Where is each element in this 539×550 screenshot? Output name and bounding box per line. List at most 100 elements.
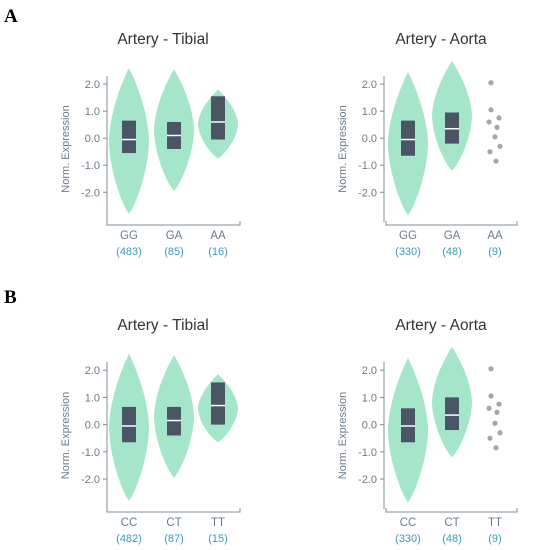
category-aa: AA (16) xyxy=(198,89,238,258)
data-point xyxy=(488,393,494,399)
y-tick-label: -2.0 xyxy=(358,187,377,199)
category-label: CT xyxy=(444,517,459,529)
sample-count: (15) xyxy=(208,533,228,545)
y-tick-label: 2.0 xyxy=(362,79,377,91)
y-tick-label: -1.0 xyxy=(81,160,100,172)
sample-count: (330) xyxy=(395,246,421,258)
y-tick-label: -2.0 xyxy=(358,474,377,486)
y-tick-label: -1.0 xyxy=(81,447,100,459)
y-tick-label: -1.0 xyxy=(358,160,377,172)
data-point xyxy=(493,158,499,164)
y-tick-label: 2.0 xyxy=(362,365,377,377)
y-axis-title: Norm. Expression xyxy=(60,392,72,479)
category-label: CC xyxy=(400,517,417,529)
y-tick-label: 1.0 xyxy=(85,392,100,404)
category-ga: GA (48) xyxy=(432,61,472,258)
sample-count: (9) xyxy=(488,246,501,258)
panel-label-b: B xyxy=(4,287,17,308)
sample-count: (16) xyxy=(208,246,228,258)
category-tt: TT (15) xyxy=(198,374,238,545)
data-point xyxy=(487,435,493,441)
data-point xyxy=(487,149,493,155)
data-point xyxy=(496,401,502,407)
y-tick-label: 1.0 xyxy=(362,106,377,118)
category-cc: CC (330) xyxy=(388,357,428,545)
chart-title: Artery - Tibial xyxy=(117,317,208,334)
category-label: AA xyxy=(487,230,503,242)
iqr-box xyxy=(122,120,136,154)
panel-label-a: A xyxy=(4,6,18,27)
iqr-box xyxy=(122,406,136,443)
sample-count: (483) xyxy=(116,246,142,258)
x-axis-line xyxy=(385,221,518,226)
x-axis-line xyxy=(106,221,241,226)
x-axis-line xyxy=(385,508,518,513)
iqr-box xyxy=(211,96,225,140)
sample-count: (330) xyxy=(395,533,421,545)
sample-count: (482) xyxy=(116,533,142,545)
category-label: GG xyxy=(120,230,138,242)
y-axis-title: Norm. Expression xyxy=(337,392,349,479)
chart-3: Artery - Aorta Norm. Expression 2.0 1.0 0.0 -… xyxy=(337,317,518,545)
y-axis-title: Norm. Expression xyxy=(337,105,349,192)
chart-title: Artery - Aorta xyxy=(395,31,487,48)
y-tick-label: -2.0 xyxy=(81,187,100,199)
category-label: TT xyxy=(488,517,502,529)
category-label: AA xyxy=(210,230,226,242)
sample-count: (85) xyxy=(164,246,184,258)
y-tick-label: 1.0 xyxy=(85,106,100,118)
data-point xyxy=(494,409,500,415)
sample-count: (48) xyxy=(442,246,462,258)
category-label: TT xyxy=(211,517,225,529)
category-aa: AA (9) xyxy=(486,80,503,258)
y-axis-title: Norm. Expression xyxy=(60,105,72,192)
category-label: GA xyxy=(444,230,461,242)
data-point xyxy=(492,134,498,140)
chart-title: Artery - Tibial xyxy=(117,31,208,48)
iqr-box xyxy=(211,382,225,425)
category-tt: TT (9) xyxy=(486,366,503,545)
sample-count: (87) xyxy=(164,533,184,545)
x-axis-line xyxy=(106,508,241,513)
category-cc: CC (482) xyxy=(109,353,149,545)
y-tick-label: -2.0 xyxy=(81,474,100,486)
data-point xyxy=(486,405,492,411)
data-point xyxy=(488,366,494,372)
data-point xyxy=(494,124,500,130)
category-label: CT xyxy=(166,517,181,529)
data-point xyxy=(492,420,498,426)
chart-0: Artery - Tibial Norm. Expression 2.0 1.0 0.0… xyxy=(60,31,241,258)
data-point xyxy=(488,80,494,86)
y-tick-label: 2.0 xyxy=(85,79,100,91)
iqr-box xyxy=(401,120,415,156)
y-tick-label: 0.0 xyxy=(362,420,377,432)
y-tick-label: 0.0 xyxy=(85,420,100,432)
y-tick-label: 2.0 xyxy=(85,365,100,377)
data-point xyxy=(493,445,499,451)
charts-group: Artery - Tibial Norm. Expression 2.0 1.0 0.0… xyxy=(60,31,518,545)
y-tick-label: 0.0 xyxy=(85,133,100,145)
category-ct: CT (48) xyxy=(432,347,472,545)
y-tick-label: -1.0 xyxy=(358,447,377,459)
category-label: GG xyxy=(399,230,417,242)
category-ct: CT (87) xyxy=(154,355,194,545)
chart-title: Artery - Aorta xyxy=(395,317,487,334)
data-point xyxy=(488,107,494,113)
data-point xyxy=(497,430,503,436)
y-tick-label: 0.0 xyxy=(362,133,377,145)
category-label: CC xyxy=(121,517,138,529)
category-gg: GG (483) xyxy=(109,67,149,258)
data-point xyxy=(486,119,492,125)
sample-count: (48) xyxy=(442,533,462,545)
sample-count: (9) xyxy=(488,533,501,545)
chart-1: Artery - Aorta Norm. Expression 2.0 1.0 0.0 -… xyxy=(337,31,518,258)
y-tick-label: 1.0 xyxy=(362,392,377,404)
category-label: GA xyxy=(166,230,183,242)
data-point xyxy=(497,143,503,149)
chart-2: Artery - Tibial Norm. Expression 2.0 1.0 0.0… xyxy=(60,317,241,545)
category-ga: GA (85) xyxy=(154,69,194,258)
data-point xyxy=(496,115,502,121)
iqr-box xyxy=(445,397,459,431)
category-gg: GG (330) xyxy=(388,71,428,258)
